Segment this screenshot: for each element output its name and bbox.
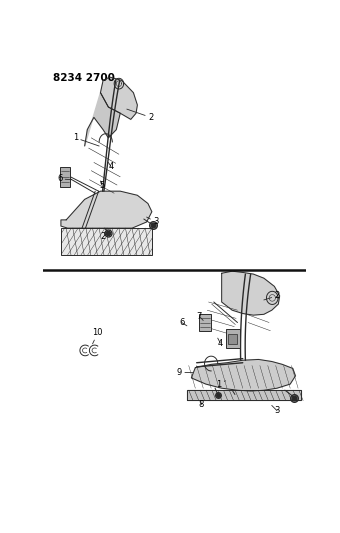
Polygon shape bbox=[187, 390, 301, 400]
Text: 3: 3 bbox=[147, 217, 158, 227]
Polygon shape bbox=[61, 191, 152, 228]
Polygon shape bbox=[85, 93, 120, 146]
Text: 3: 3 bbox=[272, 406, 280, 415]
FancyBboxPatch shape bbox=[61, 166, 70, 187]
Text: 4: 4 bbox=[218, 338, 223, 348]
Text: 2: 2 bbox=[127, 109, 153, 122]
Text: 10: 10 bbox=[92, 328, 103, 344]
Polygon shape bbox=[222, 271, 279, 315]
Text: 2: 2 bbox=[264, 292, 279, 300]
Polygon shape bbox=[61, 228, 152, 255]
FancyBboxPatch shape bbox=[228, 334, 237, 344]
Text: 9: 9 bbox=[177, 368, 193, 377]
Text: 6: 6 bbox=[57, 174, 71, 183]
Text: 5: 5 bbox=[99, 181, 104, 190]
Text: 7: 7 bbox=[197, 312, 203, 321]
FancyBboxPatch shape bbox=[226, 329, 240, 348]
Text: 8234 2700: 8234 2700 bbox=[53, 73, 115, 83]
Text: 6: 6 bbox=[179, 318, 187, 327]
Polygon shape bbox=[101, 77, 137, 119]
Text: 1: 1 bbox=[216, 379, 226, 389]
FancyBboxPatch shape bbox=[199, 314, 211, 330]
Text: 8: 8 bbox=[199, 400, 204, 409]
Text: 4: 4 bbox=[108, 162, 114, 171]
Text: 1: 1 bbox=[73, 133, 99, 146]
Text: 2: 2 bbox=[101, 228, 107, 241]
Polygon shape bbox=[191, 359, 295, 391]
